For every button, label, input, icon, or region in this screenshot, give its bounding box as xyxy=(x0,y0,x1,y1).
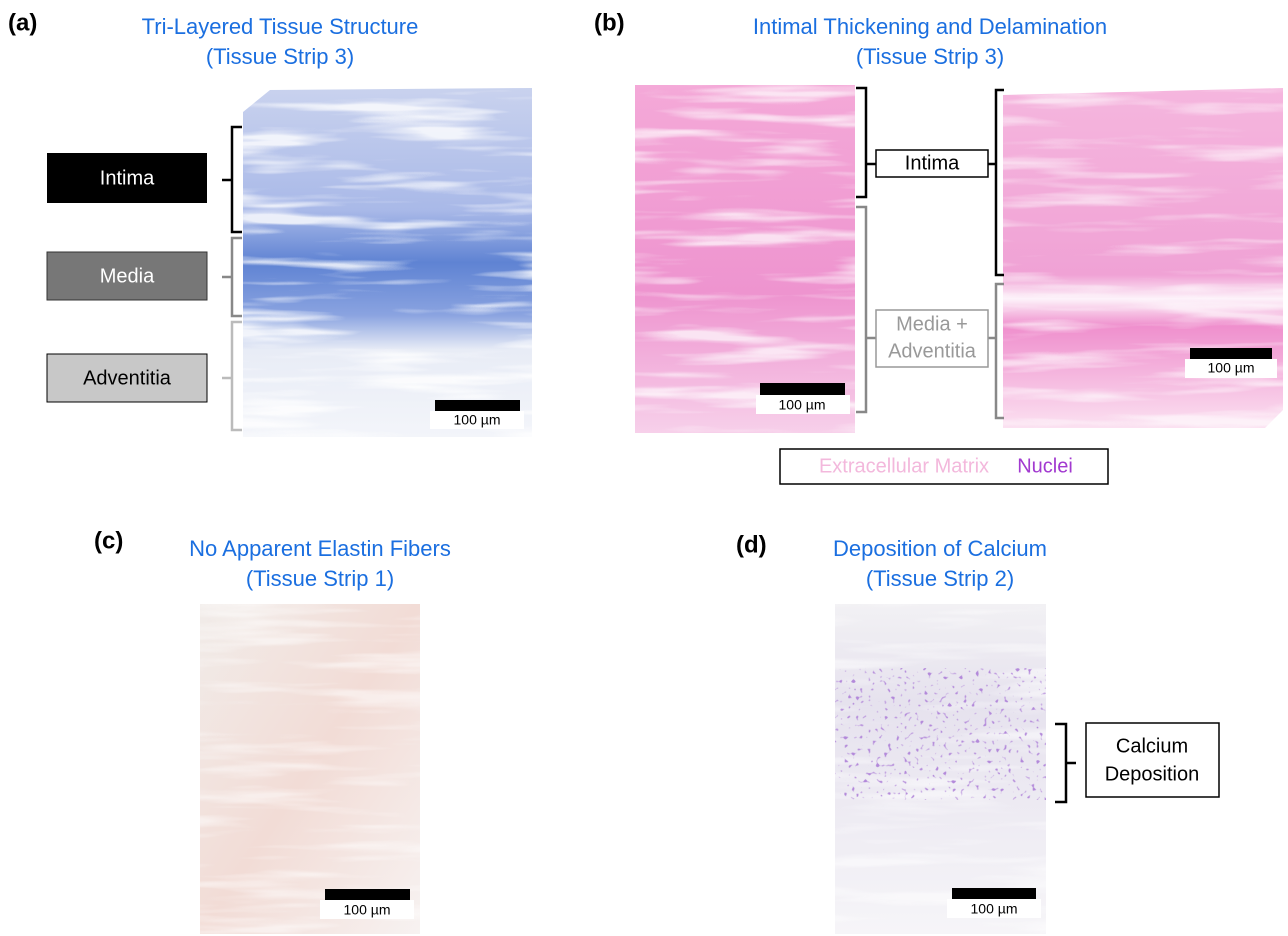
bracket xyxy=(222,238,242,316)
panel-title: No Apparent Elastin Fibers xyxy=(189,536,451,561)
micrograph xyxy=(835,604,1046,934)
scale-bar xyxy=(952,888,1036,899)
figure: (a) Tri-Layered Tissue Structure (Tissue… xyxy=(0,0,1288,936)
bracket xyxy=(988,284,1004,418)
annotation: Calcium xyxy=(1116,735,1188,757)
micrograph xyxy=(243,88,532,437)
annotation: Deposition xyxy=(1105,763,1200,785)
bracket xyxy=(856,88,876,197)
scale-bar-label: 100 µm xyxy=(1208,360,1255,376)
panel-title: (Tissue Strip 2) xyxy=(866,566,1014,591)
micrograph xyxy=(635,85,1283,433)
layer-label: Intima xyxy=(100,167,155,189)
panel-title: (Tissue Strip 3) xyxy=(206,44,354,69)
layer-label: Adventitia xyxy=(888,340,977,362)
layer-label: Media xyxy=(100,265,155,287)
panel-label: (c) xyxy=(94,527,123,554)
legend-label: Extracellular Matrix xyxy=(819,455,989,477)
annotation-box xyxy=(1086,723,1219,797)
layer-label: Adventitia xyxy=(83,367,172,389)
bracket xyxy=(856,207,876,412)
panel-title: Tri-Layered Tissue Structure xyxy=(142,14,419,39)
layer-label: Intima xyxy=(905,152,960,174)
layer-label: Media + xyxy=(896,313,968,335)
scale-bar xyxy=(760,383,845,395)
panel-title: (Tissue Strip 3) xyxy=(856,44,1004,69)
bracket xyxy=(988,90,1004,275)
scale-bar xyxy=(435,400,520,411)
scale-bar xyxy=(1190,348,1272,359)
panel-label: (a) xyxy=(8,9,37,36)
bracket xyxy=(1055,724,1076,802)
micrograph xyxy=(200,604,420,934)
panel-label: (d) xyxy=(736,531,767,558)
bracket xyxy=(222,322,242,430)
panel-title: Deposition of Calcium xyxy=(833,536,1047,561)
scale-bar-label: 100 µm xyxy=(344,902,391,918)
scale-bar-label: 100 µm xyxy=(454,412,501,428)
scale-bar-label: 100 µm xyxy=(971,901,1018,917)
scale-bar xyxy=(325,889,410,900)
panel-title: Intimal Thickening and Delamination xyxy=(753,14,1107,39)
scale-bar-label: 100 µm xyxy=(779,397,826,413)
legend-label: Nuclei xyxy=(1017,455,1073,477)
panel-label: (b) xyxy=(594,9,625,36)
panel-title: (Tissue Strip 1) xyxy=(246,566,394,591)
bracket xyxy=(222,127,242,232)
